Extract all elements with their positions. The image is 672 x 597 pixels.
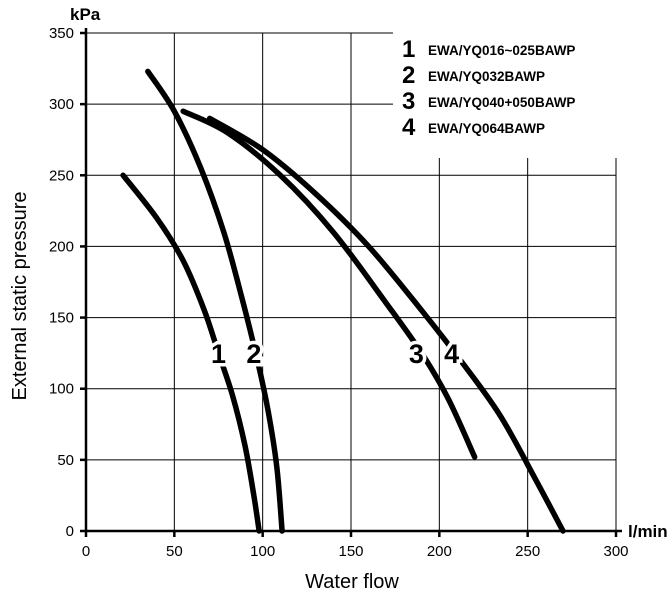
curve-label-2: 2 [246,339,261,369]
series-line-2 [145,68,285,534]
legend-number: 4 [402,114,416,141]
legend-entry: EWA/YQ064BAWP [428,121,545,136]
x-tick-label: 0 [82,543,90,560]
legend-entry: EWA/YQ032BAWP [428,69,545,84]
legend-background [393,28,619,158]
x-axis-title: Water flow [305,571,399,593]
y-tick-label: 300 [49,96,74,113]
series-line-4 [206,115,566,534]
series-line-3 [180,108,478,460]
legend-number: 1 [402,36,415,63]
legend-entry: EWA/YQ040+050BAWP [428,95,575,110]
x-tick-label: 50 [166,543,183,560]
curve-label-4: 4 [444,339,459,369]
curve-label-1: 1 [211,339,226,369]
legend-number: 2 [402,62,415,89]
series-line-1 [120,172,262,534]
y-tick-label: 100 [49,381,74,398]
x-tick-label: 250 [515,543,540,560]
x-tick-label: 300 [603,543,628,560]
legend-entry: EWA/YQ016~025BAWP [428,43,575,58]
y-tick-label: 50 [57,452,74,469]
y-tick-label: 200 [49,238,74,255]
curve-label-3: 3 [409,339,424,369]
y-unit-label: kPa [70,5,101,24]
x-tick-label: 200 [427,543,452,560]
grid [86,28,619,531]
x-tick-label: 100 [250,543,275,560]
legend-number: 3 [402,88,415,115]
legend: 1 EWA/YQ016~025BAWP 2 EWA/YQ032BAWP 3 EWA/YQ0… [402,36,575,141]
x-tick-labels: 0 50 100 150 200 250 300 [82,531,629,560]
x-tick-label: 150 [338,543,363,560]
y-axis-title: External static pressure [9,192,31,401]
y-tick-labels: 0 50 100 150 200 250 300 350 [49,25,86,540]
y-tick-label: 350 [49,25,74,42]
y-tick-label: 150 [49,310,74,327]
y-tick-label: 0 [66,523,74,540]
x-unit-label: l/min [628,522,668,541]
y-tick-label: 250 [49,167,74,184]
curves [120,68,566,534]
